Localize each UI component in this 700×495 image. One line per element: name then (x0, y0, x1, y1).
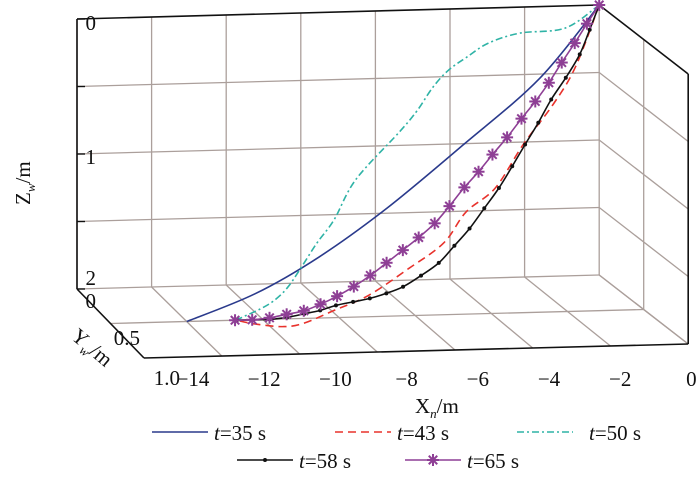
data-point-star (246, 313, 259, 326)
data-point (467, 226, 472, 231)
legend: t=35 s t=43 s t=50 s t=58 s t=65 s (152, 421, 641, 473)
series-t-50-s (235, 4, 600, 321)
series-line (236, 4, 600, 328)
z-axis-label: Zw/m (11, 161, 38, 205)
data-point (482, 206, 487, 211)
legend-label: t=35 s (214, 421, 266, 445)
y-axis-label: Yw/m (65, 323, 118, 373)
legend-item: t=65 s (405, 449, 519, 473)
gridline-back-z (76, 71, 600, 88)
data-point-star (542, 76, 555, 89)
series-line (236, 4, 600, 321)
data-point-star (331, 290, 344, 303)
data-point (536, 120, 541, 125)
legend-item: t=35 s (152, 421, 266, 445)
z-tick-label: 0 (86, 11, 97, 35)
z-tick-label: 2 (86, 266, 97, 290)
x-axis-label: Xn/m (415, 394, 459, 421)
data-point-star (443, 200, 456, 213)
legend-item: t=58 s (237, 449, 351, 473)
data-point-star (458, 181, 471, 194)
y-tick-label: 0 (86, 289, 97, 313)
legend-marker (263, 458, 267, 462)
data-point-star (347, 280, 360, 293)
series-t-43-s (236, 4, 600, 328)
data-point (401, 284, 406, 289)
data-point-star (280, 308, 293, 321)
axis-edge-right-top (598, 4, 689, 75)
data-point (452, 243, 457, 248)
data-point-star (297, 304, 310, 317)
x-tick-label: −2 (609, 367, 631, 391)
gridline-back-z (76, 274, 600, 290)
axis-edge-x (143, 343, 689, 359)
data-point-star (412, 231, 425, 244)
x-tick-label: −10 (319, 367, 352, 391)
data-point-star (380, 256, 393, 269)
legend-item: t=50 s (517, 421, 641, 445)
y-tick-label: 1.0 (154, 366, 180, 390)
series-line (186, 4, 600, 323)
data-point (523, 142, 528, 147)
gridline-back-z (76, 206, 600, 223)
grid (76, 5, 689, 357)
data-point (384, 291, 389, 296)
x-tick-label: −12 (248, 367, 281, 391)
gridline-back-z (76, 139, 600, 155)
data-point-star (515, 112, 528, 125)
axis-box (76, 4, 690, 359)
z-tick-label: 1 (86, 145, 97, 169)
data-point (496, 186, 501, 191)
x-tick-label: −6 (467, 367, 489, 391)
x-tick-label: −4 (538, 367, 561, 391)
data-point-star (472, 165, 485, 178)
data-point-star (555, 56, 568, 69)
gridline-side-bottom (598, 274, 689, 345)
data-point-star (529, 95, 542, 108)
legend-marker (427, 454, 439, 466)
data-point-star (396, 244, 409, 257)
series-t-35-s (186, 4, 600, 323)
data-point (510, 164, 515, 169)
axis-edge-y (76, 288, 145, 359)
data-point-star (229, 314, 242, 327)
data-point-star (428, 217, 441, 230)
data-point-star (568, 37, 581, 50)
data-point (577, 52, 582, 57)
y-tick-label: 0.5 (114, 326, 140, 350)
legend-label: t=58 s (299, 449, 351, 473)
data-point (367, 296, 372, 301)
data-point (436, 260, 441, 265)
data-point-star (314, 298, 327, 311)
data-point (549, 97, 554, 102)
legend-label: t=65 s (467, 449, 519, 473)
x-tick-label: 0 (686, 367, 697, 391)
data-point-star (593, 0, 606, 11)
data-point (351, 299, 356, 304)
data-point-star (501, 131, 514, 144)
series-t-65-s (229, 0, 606, 327)
legend-item: t=43 s (335, 421, 449, 445)
series-line (234, 4, 600, 321)
data-point (333, 303, 338, 308)
gridline-floor-y (110, 308, 644, 325)
data-point (563, 75, 568, 80)
data-point (587, 27, 592, 32)
legend-label: t=50 s (589, 421, 641, 445)
series-line (235, 4, 600, 321)
x-tick-label: −8 (395, 367, 417, 391)
data-point-star (486, 148, 499, 161)
data-point-star (263, 311, 276, 324)
axis-edge-top-back (76, 4, 600, 20)
data-point-star (580, 17, 593, 30)
x-tick-label: −14 (177, 367, 210, 391)
data-point-star (364, 269, 377, 282)
series-group (186, 0, 606, 328)
data-point (419, 273, 424, 278)
legend-label: t=43 s (397, 421, 449, 445)
